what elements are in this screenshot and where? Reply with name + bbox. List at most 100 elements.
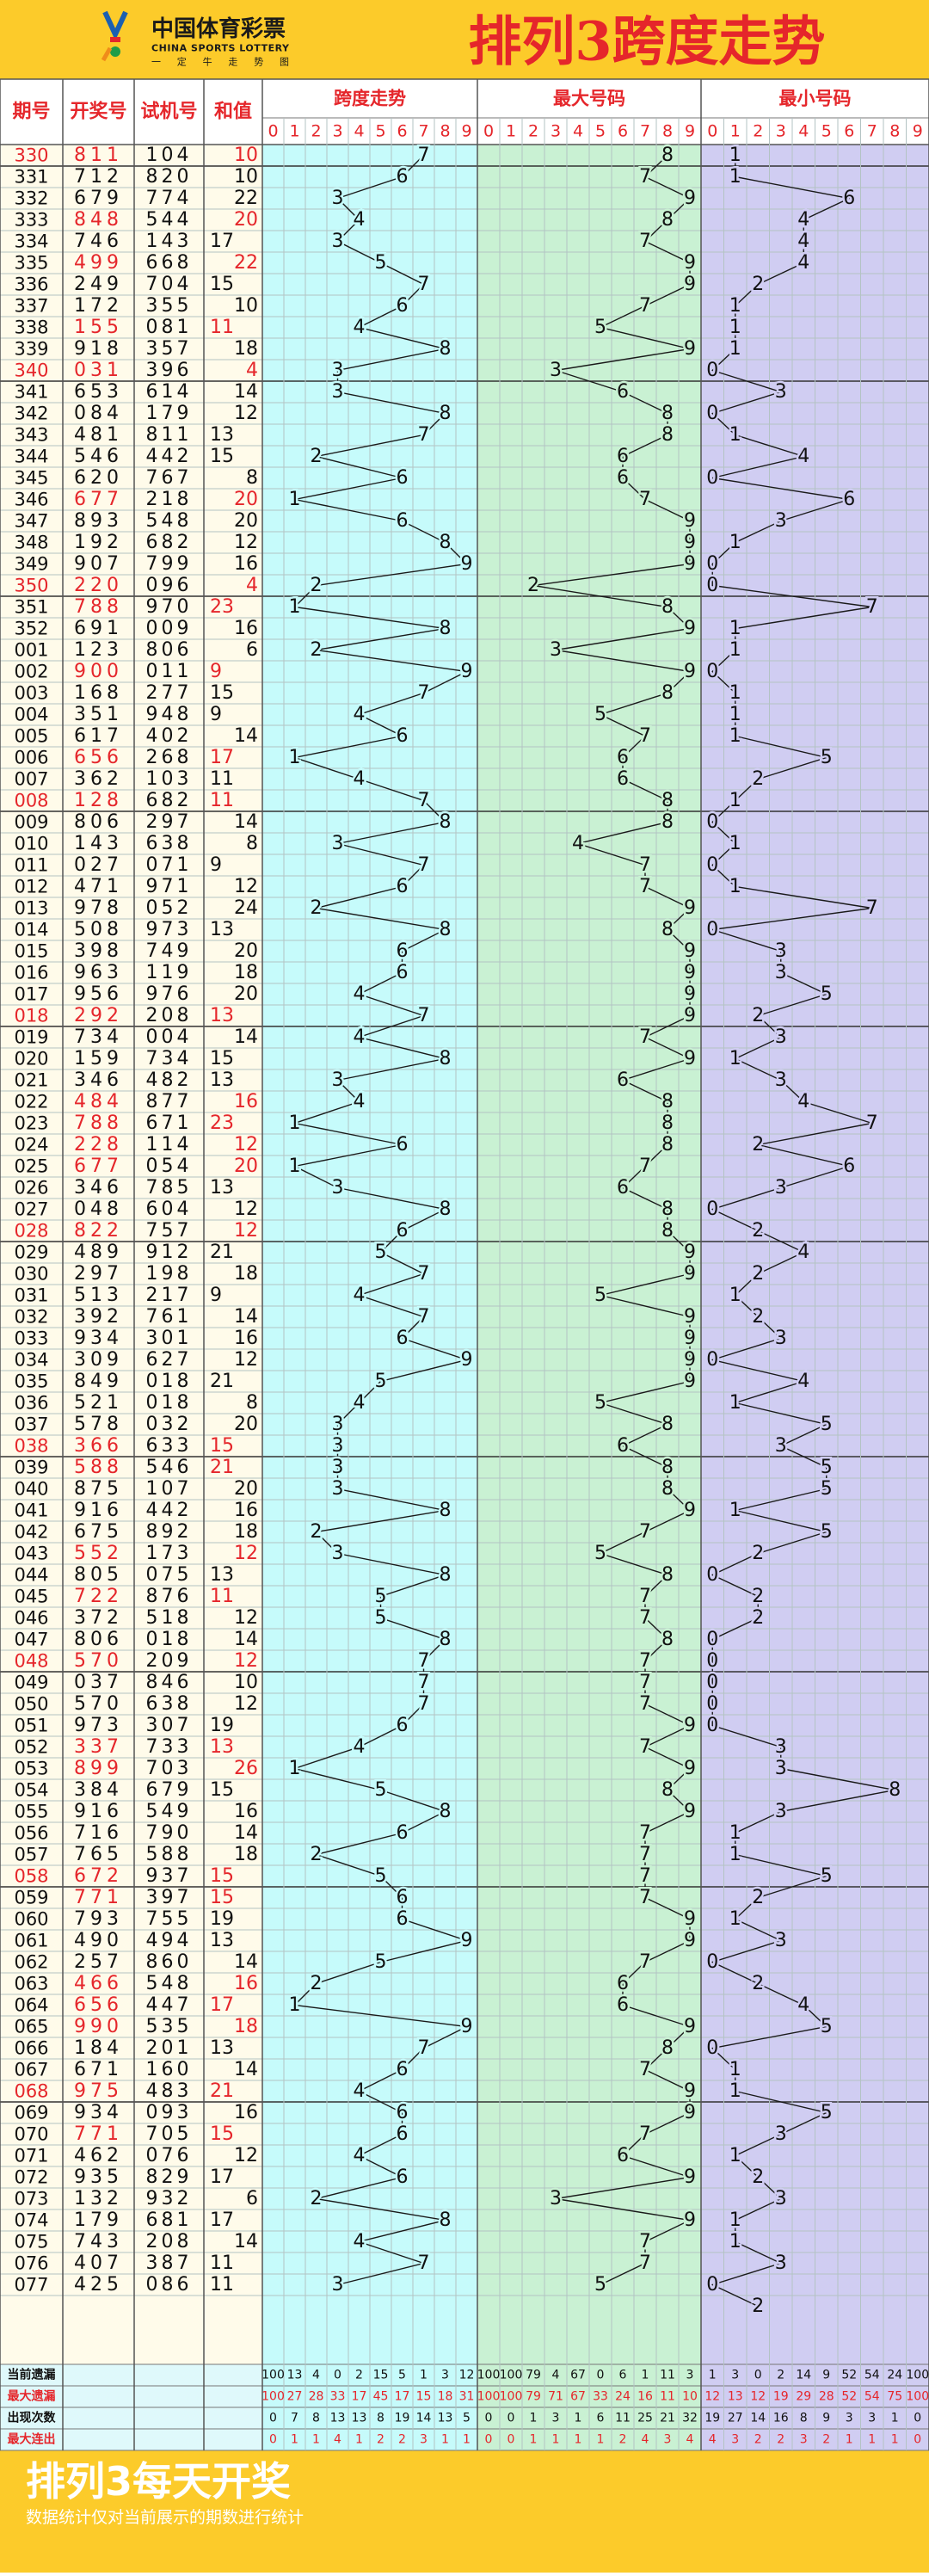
draw-number: 849 bbox=[74, 1371, 123, 1392]
issue: 077 bbox=[14, 2275, 48, 2296]
test-number: 052 bbox=[146, 897, 193, 919]
draw-number: 990 bbox=[74, 2016, 123, 2037]
draw-number: 337 bbox=[74, 1736, 123, 1758]
trend-digit: 3 bbox=[775, 1736, 787, 1758]
issue: 049 bbox=[14, 1673, 48, 1693]
stat-value: 4 bbox=[709, 2433, 717, 2447]
test-number: 892 bbox=[146, 1521, 193, 1543]
stat-value: 100 bbox=[477, 2369, 501, 2382]
digit-label: 0 bbox=[268, 122, 278, 141]
draw-number: 978 bbox=[74, 897, 123, 919]
issue: 042 bbox=[14, 1522, 48, 1543]
section-title: 最大号码 bbox=[553, 89, 625, 109]
draw-number: 746 bbox=[74, 231, 123, 252]
sum: 20 bbox=[234, 489, 258, 510]
test-number: 397 bbox=[146, 1887, 193, 1908]
trend-digit: 8 bbox=[440, 2209, 452, 2231]
draw-number: 806 bbox=[74, 1629, 123, 1650]
issue: 039 bbox=[14, 1457, 48, 1478]
draw-number: 037 bbox=[74, 1672, 123, 1693]
stat-value: 0 bbox=[914, 2433, 921, 2447]
issue: 330 bbox=[14, 145, 48, 166]
issue: 006 bbox=[14, 748, 48, 768]
trend-digit: 9 bbox=[684, 618, 696, 639]
trend-digit: 3 bbox=[775, 2252, 787, 2274]
trend-digit: 5 bbox=[821, 1414, 833, 1435]
digit-label: 9 bbox=[461, 122, 471, 141]
digit-label: 9 bbox=[685, 122, 695, 141]
trend-digit: 9 bbox=[684, 897, 696, 919]
trend-digit: 1 bbox=[729, 639, 741, 661]
trend-digit: 9 bbox=[684, 274, 696, 295]
sum: 13 bbox=[210, 1564, 234, 1586]
trend-digit: 0 bbox=[706, 403, 718, 424]
issue: 057 bbox=[14, 1845, 48, 1865]
sum: 12 bbox=[234, 1693, 258, 1715]
issue: 076 bbox=[14, 2253, 48, 2274]
test-number: 876 bbox=[146, 1586, 193, 1607]
draw-number: 788 bbox=[74, 1112, 123, 1134]
trend-digit: 1 bbox=[289, 1994, 301, 2016]
trend-digit: 0 bbox=[706, 661, 718, 682]
issue: 058 bbox=[14, 1866, 48, 1887]
trend-digit: 8 bbox=[440, 338, 452, 360]
sum: 10 bbox=[234, 166, 258, 188]
test-number: 107 bbox=[146, 1478, 193, 1500]
header-bg bbox=[0, 0, 929, 79]
test-number: 877 bbox=[146, 1091, 193, 1112]
trend-digit: 8 bbox=[661, 682, 674, 704]
trend-digit: 3 bbox=[775, 1026, 787, 1048]
issue: 025 bbox=[14, 1156, 48, 1177]
test-number: 075 bbox=[146, 1564, 193, 1586]
trend-digit: 5 bbox=[375, 1586, 387, 1607]
trend-digit: 1 bbox=[729, 532, 741, 553]
issue: 335 bbox=[14, 253, 48, 274]
digit-label: 6 bbox=[618, 122, 628, 141]
trend-digit: 5 bbox=[821, 1457, 833, 1478]
sum: 17 bbox=[210, 2209, 234, 2231]
trend-digit: 5 bbox=[375, 1371, 387, 1392]
stat-value: 3 bbox=[800, 2433, 808, 2447]
trend-digit: 4 bbox=[354, 209, 366, 231]
trend-digit: 7 bbox=[639, 1607, 651, 1629]
trend-digit: 9 bbox=[684, 2102, 696, 2123]
draw-number: 899 bbox=[74, 1758, 123, 1779]
sum: 13 bbox=[210, 2037, 234, 2059]
trend-digit: 7 bbox=[639, 2059, 651, 2080]
stat-value: 1 bbox=[420, 2369, 428, 2382]
test-number: 544 bbox=[146, 209, 193, 231]
stat-value: 11 bbox=[660, 2390, 675, 2404]
stat-value: 3 bbox=[731, 2369, 739, 2382]
sum: 16 bbox=[234, 1973, 258, 1994]
stat-value: 0 bbox=[754, 2369, 762, 2382]
sum: 4 bbox=[246, 360, 258, 381]
sum: 14 bbox=[234, 2059, 258, 2080]
sum: 16 bbox=[234, 553, 258, 575]
logo-en: CHINA SPORTS LOTTERY bbox=[151, 43, 290, 54]
trend-digit: 6 bbox=[617, 467, 629, 489]
test-number: 806 bbox=[146, 639, 193, 661]
trend-digit: 9 bbox=[684, 1306, 696, 1328]
trend-digit: 3 bbox=[332, 1414, 344, 1435]
stat-value: 25 bbox=[637, 2412, 653, 2425]
stat-value: 1 bbox=[530, 2433, 538, 2447]
trend-digit: 3 bbox=[550, 639, 562, 661]
issue: 011 bbox=[14, 855, 48, 876]
test-number: 076 bbox=[146, 2145, 193, 2166]
stat-value: 2 bbox=[398, 2433, 406, 2447]
trend-digit: 1 bbox=[729, 618, 741, 639]
trend-digit: 3 bbox=[775, 1069, 787, 1091]
stat-value: 11 bbox=[660, 2369, 675, 2382]
digit-label: 2 bbox=[753, 122, 763, 141]
stat-value: 0 bbox=[597, 2369, 605, 2382]
issue: 029 bbox=[14, 1242, 48, 1263]
trend-digit: 6 bbox=[617, 446, 629, 467]
sum: 19 bbox=[210, 1908, 234, 1930]
test-number: 682 bbox=[146, 790, 193, 811]
trend-digit: 4 bbox=[797, 1091, 809, 1112]
trend-digit: 0 bbox=[706, 1199, 718, 1220]
trend-digit: 8 bbox=[440, 1500, 452, 1521]
sum: 12 bbox=[234, 876, 258, 897]
trend-digit: 5 bbox=[594, 1285, 606, 1306]
draw-number: 384 bbox=[74, 1779, 123, 1801]
